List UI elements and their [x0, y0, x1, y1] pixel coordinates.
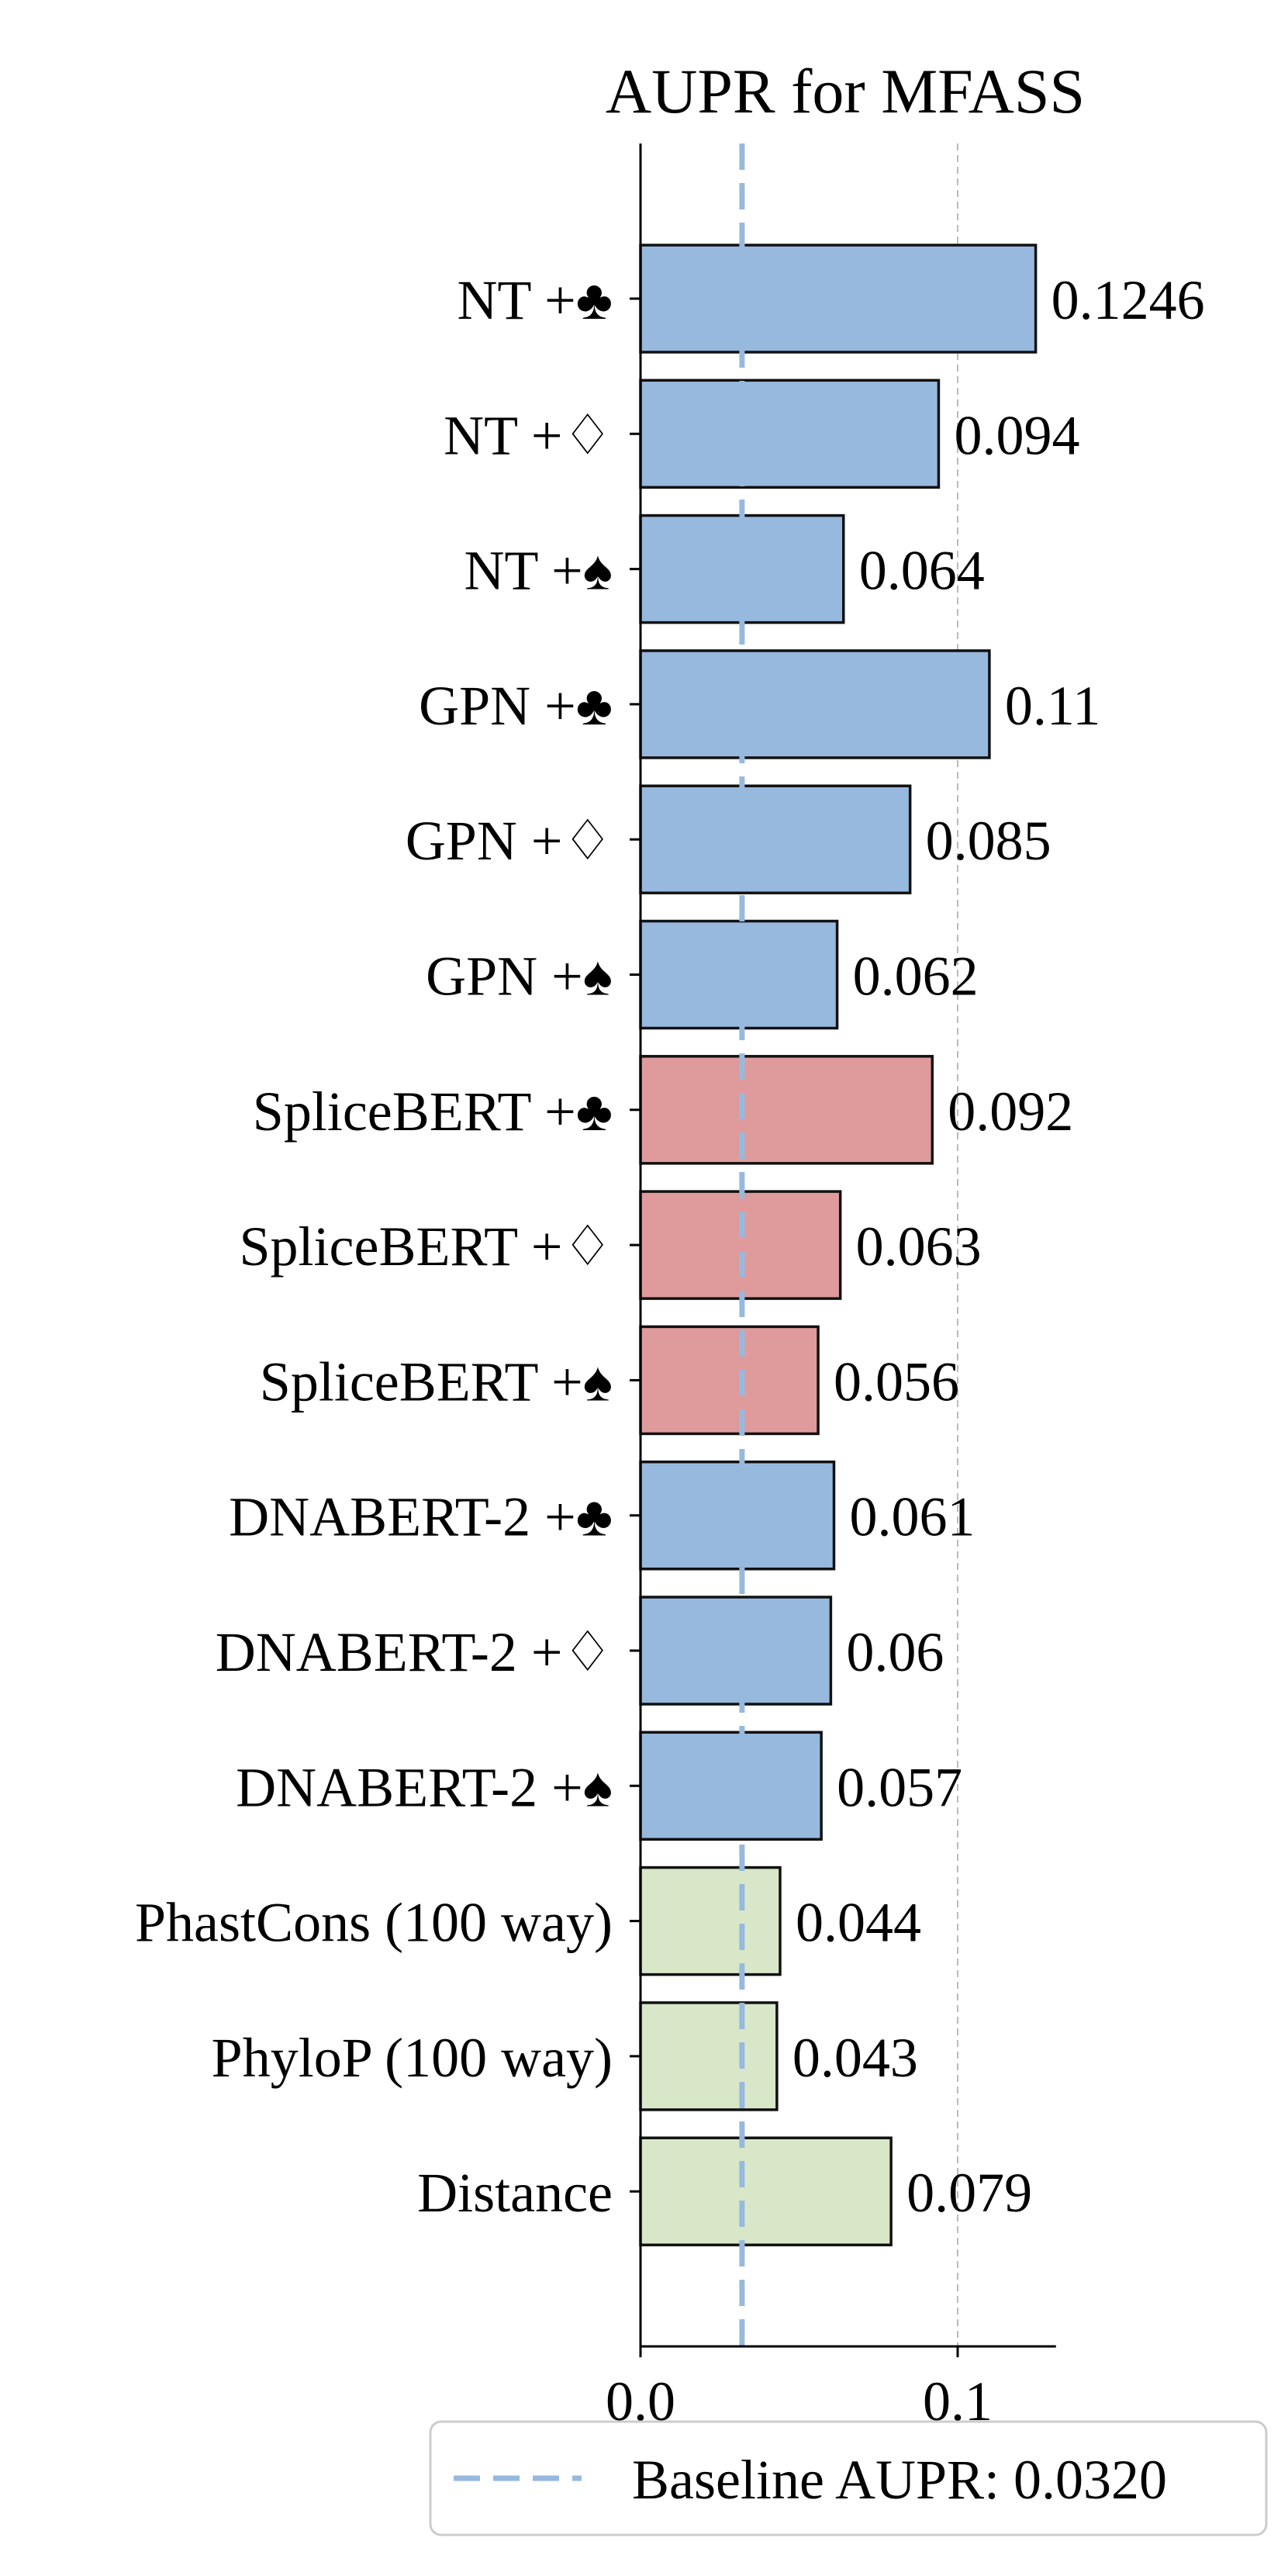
category-label-15: Distance — [417, 2162, 613, 2224]
value-label-5: 0.085 — [926, 810, 1051, 872]
bar-6 — [639, 919, 839, 1030]
bar-2 — [639, 379, 941, 489]
bar-12 — [639, 1731, 823, 1841]
value-label-8: 0.063 — [856, 1215, 982, 1278]
category-label-14: PhyloP (100 way) — [212, 2027, 613, 2089]
category-label-8: SpliceBERT +♢ — [240, 1215, 613, 1278]
category-label-10: DNABERT-2 +♣ — [229, 1486, 613, 1548]
bar-15 — [639, 2136, 893, 2246]
value-label-2: 0.094 — [954, 404, 1079, 466]
bar-1 — [639, 244, 1038, 354]
bar-11 — [639, 1596, 833, 1706]
category-label-9: SpliceBERT +♠ — [260, 1350, 613, 1412]
bar-13 — [639, 1865, 782, 1976]
value-label-1: 0.1246 — [1051, 269, 1205, 331]
category-label-13: PhastCons (100 way) — [135, 1892, 613, 1954]
bar-4 — [639, 649, 991, 759]
category-label-2: NT +♢ — [444, 404, 613, 466]
value-label-3: 0.064 — [859, 540, 985, 602]
legend-box — [429, 2420, 1268, 2536]
bar-3 — [639, 513, 845, 624]
category-labels: NT +♣ NT +♢ NT +♠ GPN +♣ GPN +♢ GPN +♠ SpliceB… — [135, 269, 641, 2224]
legend-baseline-label: Baseline AUPR: 0.0320 — [632, 2449, 1167, 2511]
value-label-10: 0.061 — [849, 1486, 975, 1548]
x-axis-ticks: 0.0 0.1 — [606, 2346, 993, 2433]
value-label-13: 0.044 — [796, 1892, 921, 1954]
value-label-15: 0.079 — [906, 2162, 1032, 2224]
category-label-12: DNABERT-2 +♠ — [236, 1756, 613, 1818]
category-label-3: NT +♠ — [464, 540, 613, 602]
value-label-12: 0.057 — [837, 1756, 962, 1818]
bar-9 — [639, 1325, 820, 1436]
legend: Baseline AUPR: 0.0320 — [429, 2420, 1268, 2536]
bar-10 — [639, 1460, 836, 1571]
value-label-14: 0.043 — [792, 2027, 918, 2089]
value-labels: 0.1246 0.094 0.064 0.11 0.085 0.062 0.092 0.063… — [792, 269, 1205, 2224]
value-label-9: 0.056 — [834, 1350, 959, 1412]
chart-title: AUPR for MFASS — [606, 56, 1085, 126]
bar-5 — [639, 784, 912, 894]
category-label-11: DNABERT-2 +♢ — [216, 1621, 613, 1683]
value-label-4: 0.11 — [1005, 675, 1100, 737]
bar-7 — [639, 1055, 934, 1165]
category-label-7: SpliceBERT +♣ — [253, 1081, 613, 1143]
value-label-7: 0.092 — [948, 1081, 1073, 1143]
bar-14 — [639, 2001, 779, 2111]
category-label-5: GPN +♢ — [406, 810, 613, 872]
bar-8 — [639, 1190, 842, 1300]
category-label-4: GPN +♣ — [419, 675, 613, 737]
bars-layer — [639, 244, 1038, 2246]
value-label-6: 0.062 — [853, 946, 979, 1008]
value-label-11: 0.06 — [846, 1621, 944, 1683]
category-label-1: NT +♣ — [457, 269, 613, 331]
category-label-6: GPN +♠ — [426, 946, 613, 1008]
